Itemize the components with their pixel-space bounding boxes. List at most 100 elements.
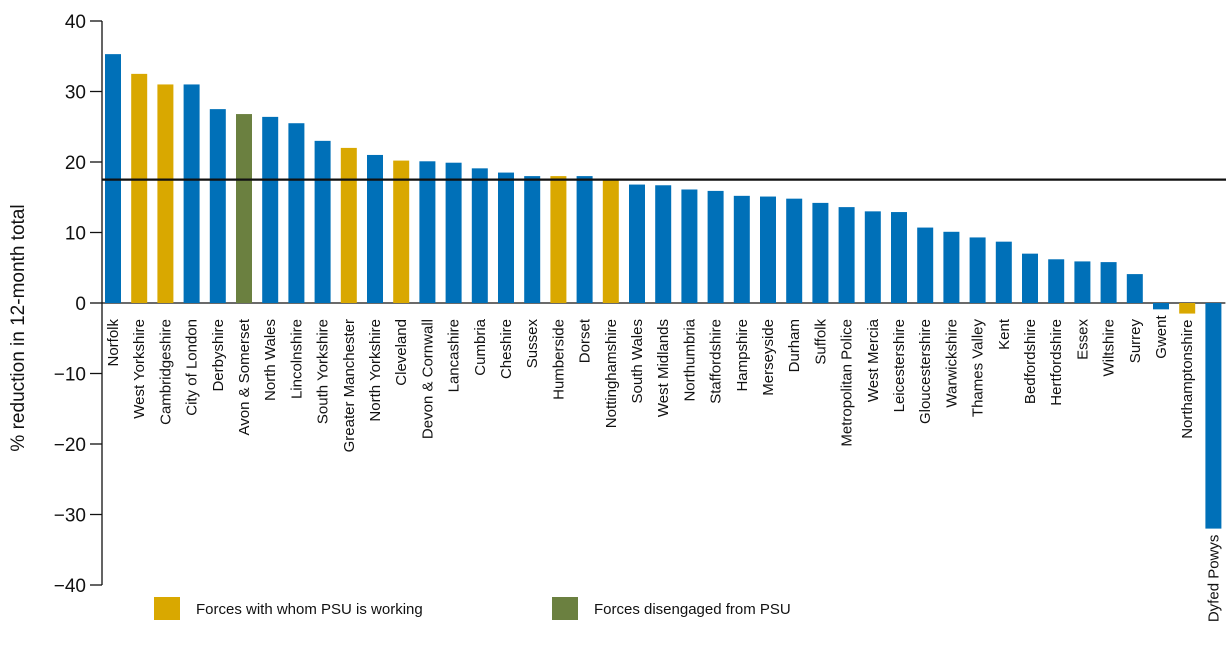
category-label: Cheshire <box>498 319 515 379</box>
bar <box>314 140 331 303</box>
bar <box>812 202 829 303</box>
bar <box>1022 253 1038 303</box>
category-label: Norfolk <box>105 319 122 367</box>
category-label: Thames Valley <box>970 319 987 418</box>
legend-label: Forces disengaged from PSU <box>594 601 791 618</box>
y-tick-label: −40 <box>54 576 86 597</box>
bar <box>1126 274 1143 303</box>
category-label: Greater Manchester <box>341 319 358 452</box>
bar <box>550 176 567 303</box>
bar <box>183 84 200 303</box>
category-label: North Yorkshire <box>367 319 384 422</box>
bar <box>838 207 855 303</box>
bar <box>1153 303 1169 310</box>
category-label: Cambridgeshire <box>157 319 174 425</box>
category-label: City of London <box>184 319 201 416</box>
bar <box>760 196 776 303</box>
category-label: Lincolnshire <box>288 319 305 399</box>
bar <box>733 195 750 303</box>
category-label: Dorset <box>577 318 594 363</box>
bar <box>891 212 907 303</box>
legend-swatch <box>154 597 180 620</box>
bar <box>681 189 698 303</box>
bar <box>864 211 881 303</box>
category-label: Bedfordshire <box>1022 319 1039 404</box>
category-label: Nottinghamshire <box>603 319 620 428</box>
category-label: Essex <box>1074 319 1091 360</box>
y-tick-label: 30 <box>65 83 86 104</box>
category-label: West Midlands <box>655 319 672 417</box>
bar <box>445 162 462 303</box>
bar <box>1048 259 1065 303</box>
bar <box>524 176 541 303</box>
bar <box>1179 303 1196 314</box>
bar <box>288 123 305 303</box>
y-tick-label: −10 <box>54 365 86 386</box>
bar <box>1100 262 1117 303</box>
y-tick-label: 20 <box>65 153 86 174</box>
legend: Forces with whom PSU is working Forces di… <box>154 597 791 620</box>
category-label: Dyfed Powys <box>1205 535 1222 623</box>
bar <box>576 176 593 303</box>
bar <box>236 114 252 303</box>
category-label: Devon & Cornwall <box>419 319 436 439</box>
category-label: Northamptonshire <box>1179 320 1196 439</box>
category-label: West Yorkshire <box>131 319 148 419</box>
bar <box>1074 261 1091 303</box>
bar <box>707 190 724 303</box>
bar <box>917 227 934 303</box>
bar <box>629 184 645 303</box>
category-label: Hertfordshire <box>1048 319 1065 406</box>
category-label: Leicestershire <box>891 319 908 412</box>
bar <box>367 154 383 303</box>
bar <box>262 116 279 303</box>
legend-label: Forces with whom PSU is working <box>196 601 423 618</box>
category-label: Wiltshire <box>1101 319 1118 377</box>
category-label: South Wales <box>629 319 646 404</box>
bar <box>209 109 226 303</box>
y-tick-label: 40 <box>65 12 86 33</box>
y-tick-label: 10 <box>65 224 86 245</box>
bar <box>131 73 148 303</box>
category-label: Metropolitan Police <box>839 319 856 447</box>
category-label: Warwickshire <box>943 319 960 408</box>
bar <box>1205 303 1222 529</box>
bars <box>105 54 1222 529</box>
category-label: North Wales <box>262 319 279 401</box>
category-label: Durham <box>786 319 803 372</box>
bar <box>471 168 488 303</box>
category-label: West Mercia <box>865 318 882 402</box>
category-label: Surrey <box>1127 319 1144 364</box>
bar <box>157 84 174 303</box>
category-label: Kent <box>996 318 1013 350</box>
bar <box>393 160 410 303</box>
category-label: Sussex <box>524 319 541 369</box>
bar <box>655 185 672 303</box>
y-tick-label: 0 <box>75 294 86 315</box>
bar <box>419 161 436 303</box>
y-axis-title: % reduction in 12-month total <box>8 204 29 451</box>
bar <box>340 147 357 303</box>
category-labels: Norfolk West Yorkshire Cambridgeshire City … <box>105 315 1222 623</box>
category-label: Staffordshire <box>708 319 725 404</box>
category-label: Derbyshire <box>210 319 227 392</box>
y-tick-label: −20 <box>54 435 86 456</box>
category-label: Avon & Somerset <box>236 318 253 435</box>
legend-swatch <box>552 597 578 620</box>
y-axis: 40 30 20 10 0 −10 −20 −30 −40 <box>54 12 1226 597</box>
category-label: Lancashire <box>446 319 463 392</box>
bar <box>995 241 1012 303</box>
category-label: South Yorkshire <box>315 319 332 424</box>
category-label: Gwent <box>1153 315 1170 359</box>
category-label: Cumbria <box>472 318 489 375</box>
category-label: Merseyside <box>760 319 777 396</box>
category-label: Hampshire <box>734 319 751 392</box>
category-label: Cleveland <box>393 319 410 386</box>
bar <box>498 172 514 303</box>
bar <box>969 237 986 303</box>
category-label: Gloucestershire <box>917 319 934 424</box>
y-tick-label: −30 <box>54 506 86 527</box>
category-label: Northumbria <box>681 318 698 401</box>
bar <box>943 231 960 303</box>
